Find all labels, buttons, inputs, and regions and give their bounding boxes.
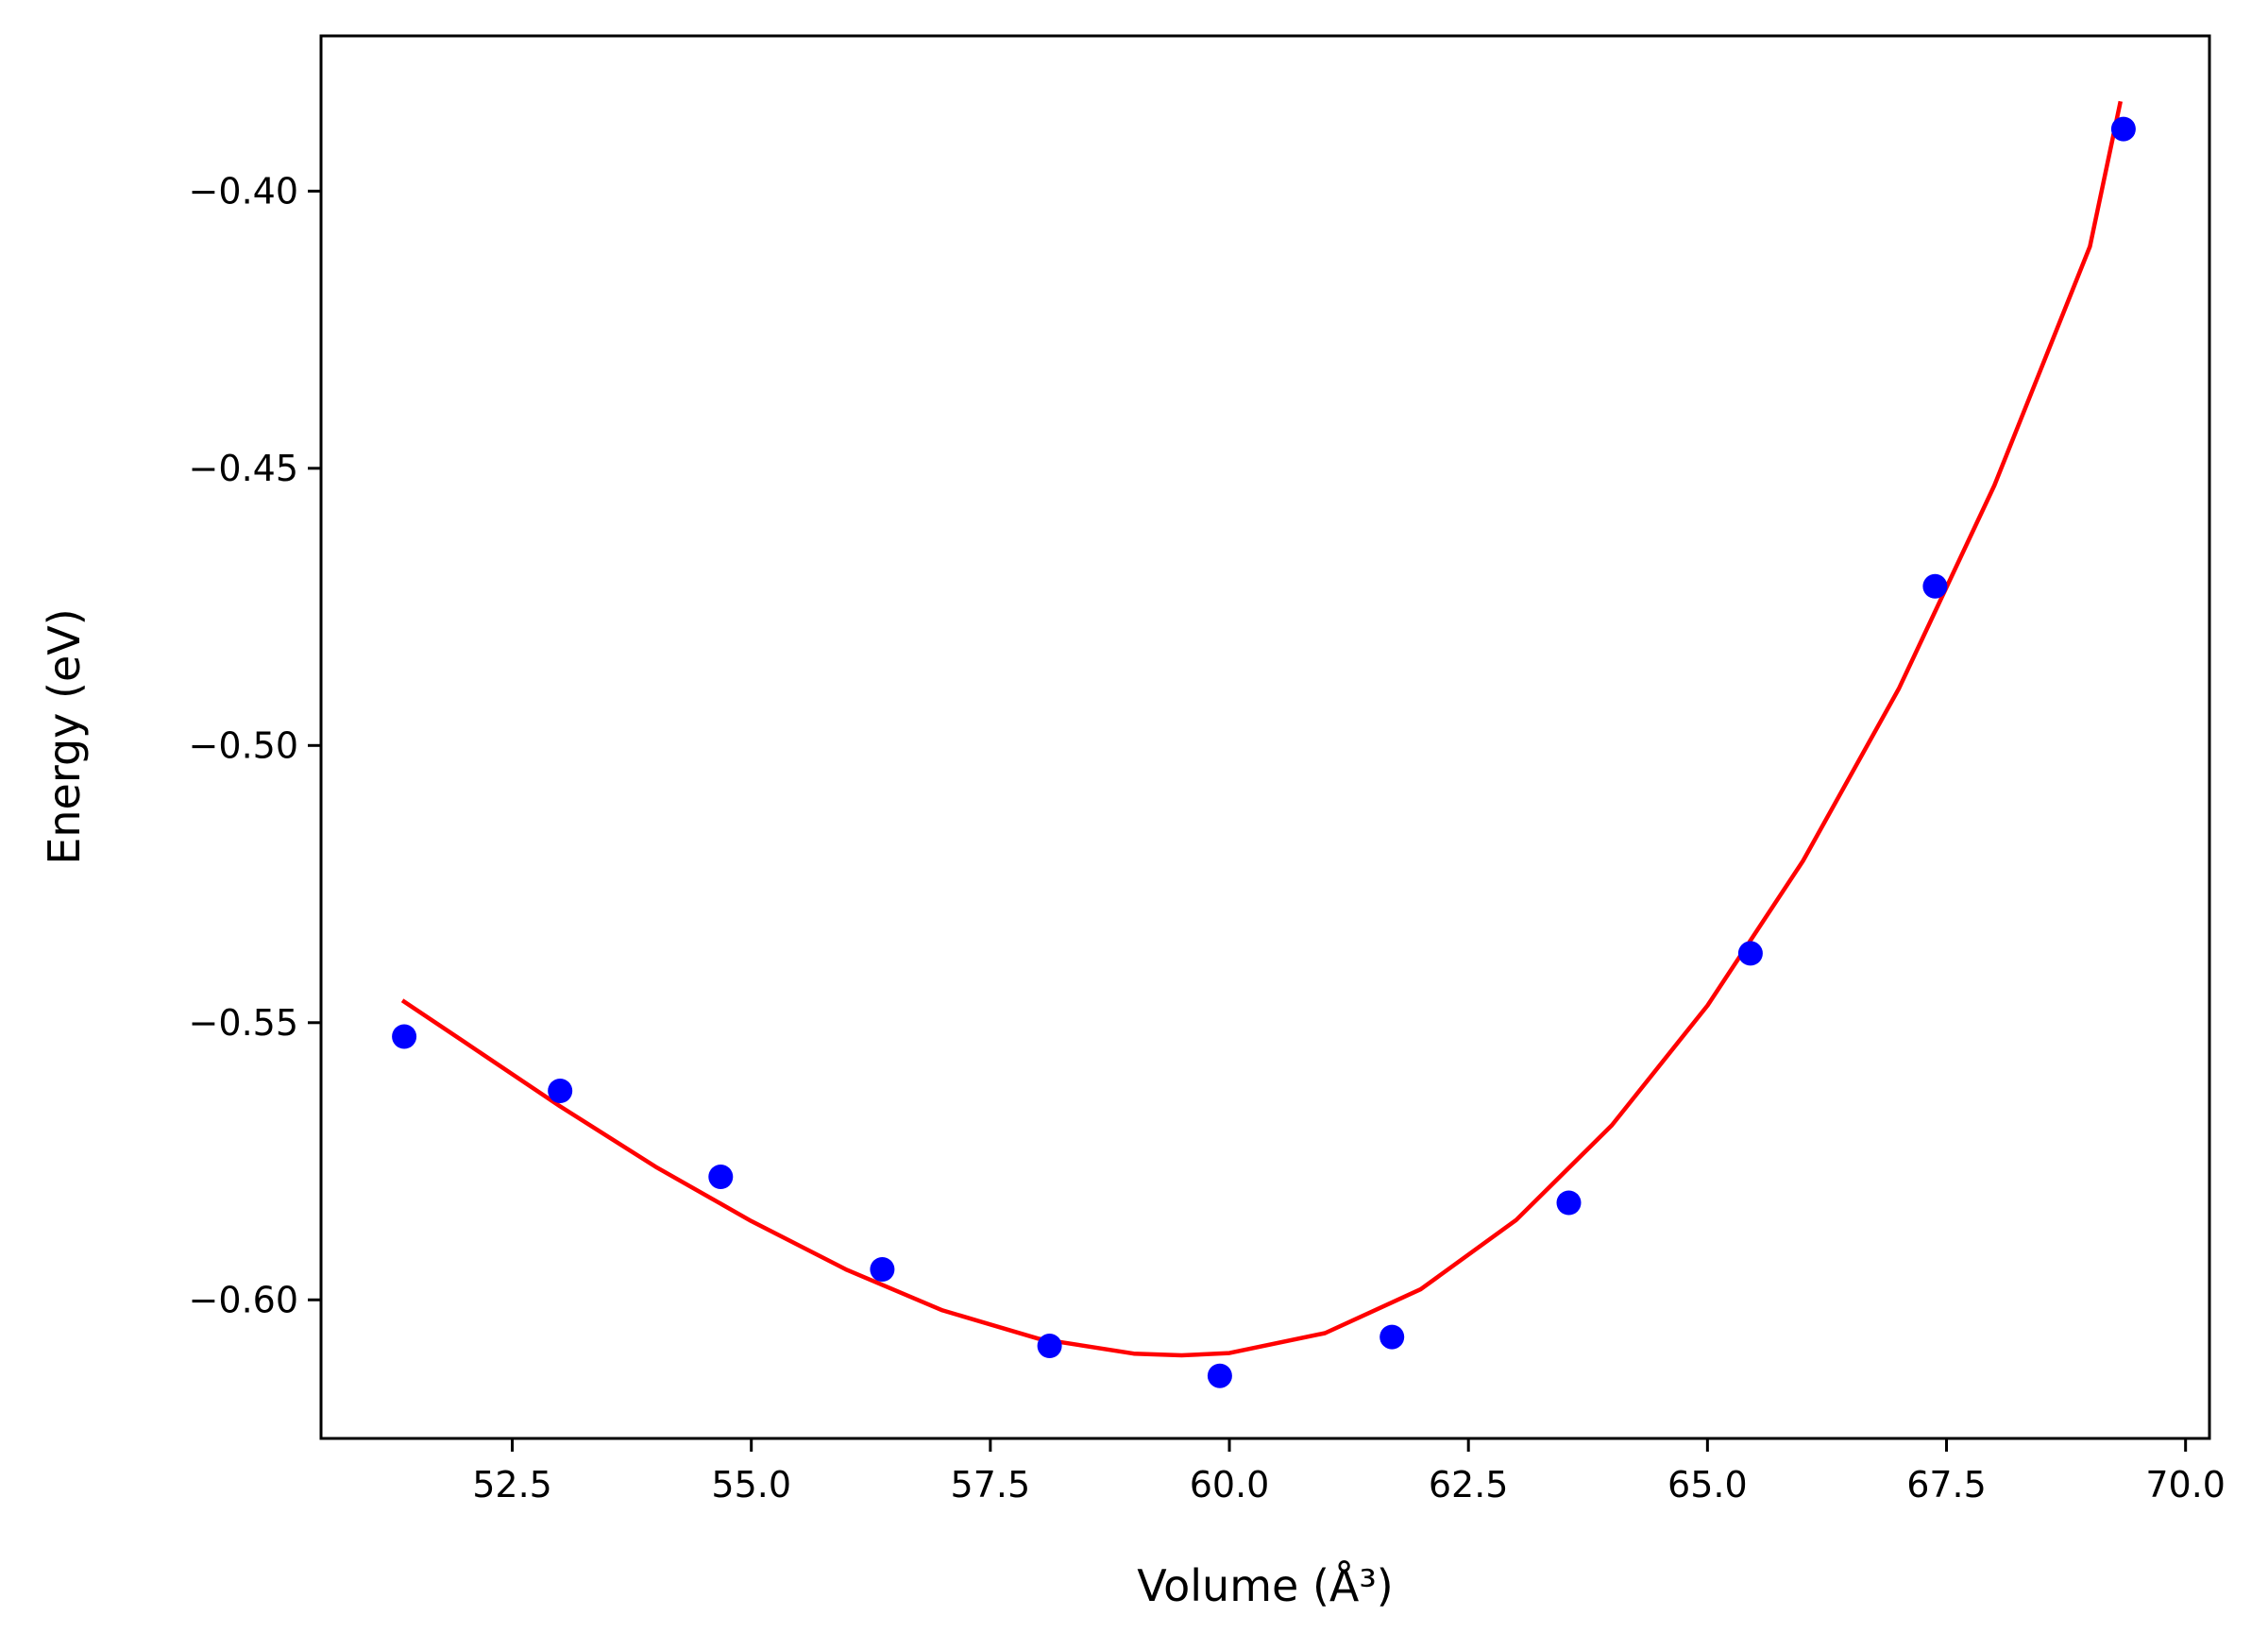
x-tick-label: 60.0 [1190,1464,1270,1505]
data-point-6 [1207,1363,1232,1388]
y-tick-label: −0.50 [189,724,298,766]
data-point-8 [1556,1190,1582,1216]
y-axis-label: Energy (eV) [39,608,90,864]
y-tick-label: −0.45 [189,448,298,489]
y-tick-label: −0.60 [189,1279,298,1320]
plot-frame [319,34,2211,1440]
data-point-1 [392,1024,417,1049]
fit-curve [400,100,2124,1358]
fit-curve-layer [400,100,2124,1358]
data-point-3 [708,1165,734,1189]
x-tick-label: 62.5 [1429,1464,1509,1505]
x-tick-label: 65.0 [1667,1464,1748,1505]
data-point-4 [870,1257,895,1282]
y-tick-label: −0.40 [189,170,298,212]
data-point-5 [1037,1334,1062,1358]
x-tick-label: 52.5 [472,1464,552,1505]
x-tick-label: 55.0 [711,1464,791,1505]
data-point-11 [2110,116,2136,142]
x-tick-label: 57.5 [951,1464,1031,1505]
y-tick-label: −0.55 [189,1002,298,1044]
x-tick-label: 70.0 [2145,1464,2226,1505]
x-axis-label: Volume (Å³) [1137,1560,1394,1611]
y-axis-ticks: −0.40 −0.45 −0.50 −0.55 −0.60 [189,170,321,1320]
data-point-9 [1737,941,1763,966]
data-point-7 [1379,1324,1405,1350]
data-point-10 [1922,573,1948,599]
data-point-2 [548,1079,573,1103]
x-tick-label: 67.5 [1906,1464,1987,1505]
data-points-layer [392,116,2136,1388]
x-axis-ticks: 52.5 55.0 57.5 60.0 62.5 65.0 67.5 70.0 [472,1438,2226,1505]
